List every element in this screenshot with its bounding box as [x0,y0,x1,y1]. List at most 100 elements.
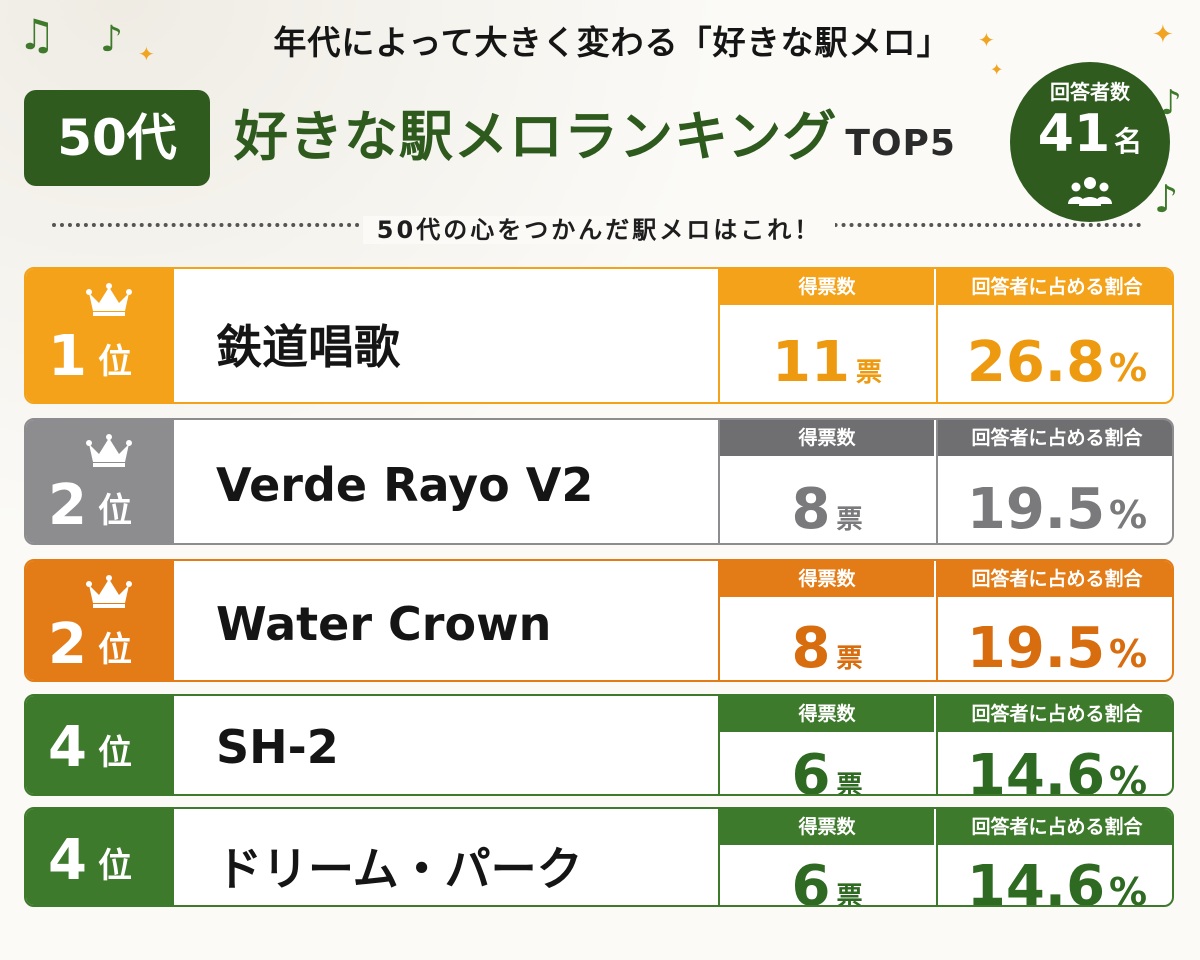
share-number: 26.8 [966,330,1106,395]
sparkle-icon: ✦ [990,60,1004,79]
percent-unit: % [1109,493,1148,537]
share-value: 26.8% [938,335,1172,391]
page-title: 好きな駅メロランキング TOP5 [234,92,956,171]
rank-badge: 1 位 [26,269,174,402]
melody-name: Verde Rayo V2 [216,458,594,512]
respondents-unit: 名 [1114,125,1143,158]
share-cell: 回答者に占める割合 19.5% [936,420,1172,543]
votes-number: 11 [772,330,850,395]
votes-number: 8 [791,477,831,542]
melody-name: ドリーム・パーク [216,842,583,896]
votes-value: 11 票 [720,335,934,391]
title-suffix: TOP5 [845,123,956,164]
rank-badge: 4 位 [26,696,174,794]
rank-number: 2 [48,473,87,538]
rank-number: 2 [48,612,87,677]
votes-header: 得票数 [720,561,934,597]
votes-number: 6 [791,854,831,907]
share-number: 19.5 [966,616,1106,681]
melody-name: Water Crown [216,597,552,651]
votes-number: 8 [791,616,831,681]
share-number: 19.5 [966,477,1106,542]
rank-suffix: 位 [98,630,132,670]
share-value: 19.5% [938,621,1172,677]
share-cell: 回答者に占める割合 19.5% [936,561,1172,680]
share-number: 14.6 [966,743,1106,796]
rank-suffix: 位 [98,491,132,531]
rank-suffix: 位 [98,342,132,382]
share-cell: 回答者に占める割合 14.6% [936,696,1172,796]
share-value: 14.6% [938,748,1172,796]
title-text: 好きな駅メロランキング [234,105,838,168]
share-header: 回答者に占める割合 [938,561,1172,597]
crown-icon [86,434,132,467]
respondents-count: 41 [1037,104,1111,164]
music-note-icon: ♪ [100,19,123,60]
rank-number: 4 [48,828,87,893]
crown-icon [86,283,132,316]
share-cell: 回答者に占める割合 14.6% [936,809,1172,907]
music-note-icon: ♪ [1154,177,1179,221]
votes-header: 得票数 [720,809,934,845]
votes-header: 得票数 [720,696,934,732]
votes-unit: 票 [836,771,863,796]
share-number: 14.6 [966,854,1106,907]
share-header: 回答者に占める割合 [938,269,1172,305]
sparkle-icon: ✦ [978,28,995,52]
votes-header: 得票数 [720,269,934,305]
sparkle-icon: ✦ [138,42,155,66]
rank-badge: 4 位 [26,809,174,905]
rank-suffix: 位 [98,733,132,773]
rank-number: 4 [48,715,87,780]
melody-name: SH-2 [216,720,339,774]
votes-cell: 得票数 11 票 [718,269,934,402]
crown-icon [86,575,132,608]
share-header: 回答者に占める割合 [938,420,1172,456]
ranking-row: 1 位 鉄道唱歌 得票数 11 票 回答者に占める割合 26.8% [24,267,1174,404]
votes-unit: 票 [836,644,863,674]
rank-number: 1 [48,324,87,389]
music-note-icon: ♫ [18,10,56,59]
percent-unit: % [1109,759,1148,796]
rank-badge: 2 位 [26,420,174,543]
rank-badge: 2 位 [26,561,174,680]
votes-header: 得票数 [720,420,934,456]
tagline-bar: 50代の心をつかんだ駅メロはこれ！ [24,210,1174,244]
share-value: 19.5% [938,482,1172,538]
percent-unit: % [1109,870,1148,907]
respondents-badge: 回答者数 41 名 [1010,62,1170,222]
respondents-count-line: 41 名 [1010,104,1170,164]
votes-unit: 票 [836,505,863,535]
percent-unit: % [1109,632,1148,676]
sparkle-icon: ✦ [1152,20,1174,50]
share-value: 14.6% [938,859,1172,907]
share-header: 回答者に占める割合 [938,696,1172,732]
tagline: 50代の心をつかんだ駅メロはこれ！ [24,210,1174,245]
votes-number: 6 [791,743,831,796]
header-subtitle: 年代によって大きく変わる「好きな駅メロ」 [273,23,951,62]
votes-unit: 票 [855,358,882,388]
respondents-label: 回答者数 [1050,80,1130,104]
share-header: 回答者に占める割合 [938,809,1172,845]
share-cell: 回答者に占める割合 26.8% [936,269,1172,402]
rank-suffix: 位 [98,846,132,886]
percent-unit: % [1109,346,1148,390]
melody-name: 鉄道唱歌 [216,320,400,374]
age-badge: 50代 [24,90,210,186]
music-note-icon: ♪ [1160,83,1182,123]
votes-unit: 票 [836,882,863,907]
people-icon [1068,177,1112,206]
